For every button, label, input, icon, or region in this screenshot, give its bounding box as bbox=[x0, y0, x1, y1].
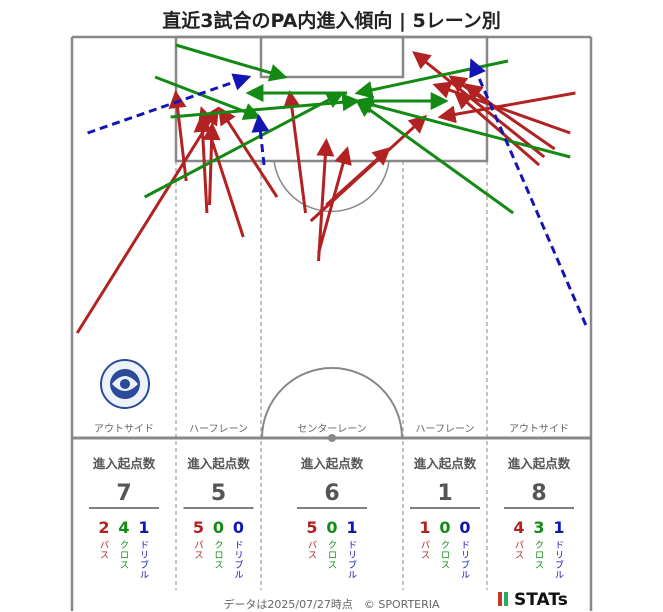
stat-header-2: 進入起点数 bbox=[301, 456, 364, 471]
stat-pass-4: 4 bbox=[513, 518, 524, 537]
club-crest-icon bbox=[100, 359, 150, 409]
stat-pass-1: 5 bbox=[193, 518, 204, 537]
stat-dribble-3: 0 bbox=[459, 518, 470, 537]
stat-cross-3: 0 bbox=[439, 518, 450, 537]
lane-label-1: ハーフレーン bbox=[189, 424, 248, 435]
stat-pass-label-2: パス bbox=[308, 540, 317, 561]
pass-arrow-5 bbox=[197, 106, 245, 238]
stat-cross-label-0: クロス bbox=[120, 540, 129, 571]
lane-label-4: アウトサイド bbox=[509, 423, 569, 435]
cross-arrow-19 bbox=[170, 93, 361, 119]
footer-note: データは2025/07/27時点 © SPORTERIA bbox=[223, 598, 440, 611]
stat-dribble-label-1: ドリブル bbox=[235, 541, 244, 581]
stat-pass-label-4: パス bbox=[515, 540, 524, 561]
stat-header-4: 進入起点数 bbox=[508, 456, 571, 471]
pass-arrow-0 bbox=[75, 106, 219, 334]
stat-dribble-2: 1 bbox=[346, 518, 357, 537]
lane-label-0: アウトサイド bbox=[94, 423, 154, 435]
stat-total-1: 5 bbox=[211, 481, 226, 506]
stat-cross-0: 4 bbox=[118, 518, 129, 537]
cross-arrow-24 bbox=[354, 96, 571, 159]
pass-arrow-10 bbox=[309, 114, 428, 223]
lane-label-2: センターレーン bbox=[297, 423, 367, 435]
stat-dribble-label-4: ドリブル bbox=[555, 541, 564, 581]
cross-arrow-20 bbox=[143, 91, 345, 199]
stat-header-0: 進入起点数 bbox=[93, 456, 156, 471]
brand-text: STATs bbox=[514, 590, 568, 610]
pass-arrow-8 bbox=[282, 90, 308, 214]
stat-dribble-label-3: ドリブル bbox=[461, 541, 470, 581]
stat-pass-label-1: パス bbox=[195, 540, 204, 561]
pass-arrow-14 bbox=[453, 91, 541, 167]
cross-arrow-25 bbox=[355, 99, 515, 215]
stat-dribble-label-2: ドリブル bbox=[348, 541, 357, 581]
dribble-arrow-26 bbox=[87, 73, 252, 135]
lane-label-3: ハーフレーン bbox=[416, 424, 475, 435]
pass-arrow-11 bbox=[437, 91, 576, 124]
pass-arrow-6 bbox=[316, 138, 335, 262]
center-spot bbox=[328, 434, 336, 442]
stat-pass-3: 1 bbox=[419, 518, 430, 537]
dribble-arrow-27 bbox=[251, 114, 270, 166]
stat-pass-2: 5 bbox=[306, 518, 317, 537]
stat-pass-label-3: パス bbox=[421, 540, 430, 561]
stat-cross-4: 3 bbox=[533, 518, 544, 537]
stat-dribble-label-0: ドリブル bbox=[140, 541, 149, 581]
stat-total-4: 8 bbox=[531, 481, 546, 506]
pass-arrow-1 bbox=[218, 106, 279, 198]
stat-total-3: 1 bbox=[437, 481, 452, 506]
stat-total-0: 7 bbox=[116, 481, 131, 506]
brand-logo: STATs bbox=[498, 590, 568, 610]
stat-pass-0: 2 bbox=[98, 518, 109, 537]
goal-area bbox=[259, 35, 405, 79]
pitch-lines bbox=[70, 35, 593, 611]
stat-cross-label-3: クロス bbox=[441, 540, 450, 571]
stat-cross-label-2: クロス bbox=[328, 540, 337, 571]
chart-title: 直近3試合のPA内進入傾向 | 5レーン別 bbox=[162, 10, 501, 32]
cross-arrow-17 bbox=[175, 43, 288, 82]
lane-stats: 進入起点数72パス4クロス1ドリブル進入起点数55パス0クロス0ドリブル進入起点… bbox=[89, 456, 574, 581]
stat-cross-label-1: クロス bbox=[215, 540, 224, 571]
stat-dribble-0: 1 bbox=[138, 518, 149, 537]
center-circle bbox=[261, 367, 403, 439]
lane-labels: アウトサイド ハーフレーン センターレーン ハーフレーン アウトサイド bbox=[94, 423, 569, 435]
dribble-arrow-28 bbox=[469, 58, 588, 326]
stat-pass-label-0: パス bbox=[100, 540, 109, 561]
arrows-layer bbox=[75, 43, 588, 334]
stat-header-1: 進入起点数 bbox=[187, 456, 250, 471]
stat-dribble-1: 0 bbox=[233, 518, 244, 537]
stat-cross-1: 0 bbox=[213, 518, 224, 537]
stat-header-3: 進入起点数 bbox=[414, 456, 477, 471]
pass-arrow-16 bbox=[464, 83, 499, 111]
stat-cross-label-4: クロス bbox=[535, 540, 544, 571]
pass-arrow-12 bbox=[412, 51, 546, 159]
stat-total-2: 6 bbox=[324, 481, 339, 506]
pass-arrow-2 bbox=[168, 90, 188, 182]
stat-cross-2: 0 bbox=[326, 518, 337, 537]
stat-dribble-4: 1 bbox=[553, 518, 564, 537]
